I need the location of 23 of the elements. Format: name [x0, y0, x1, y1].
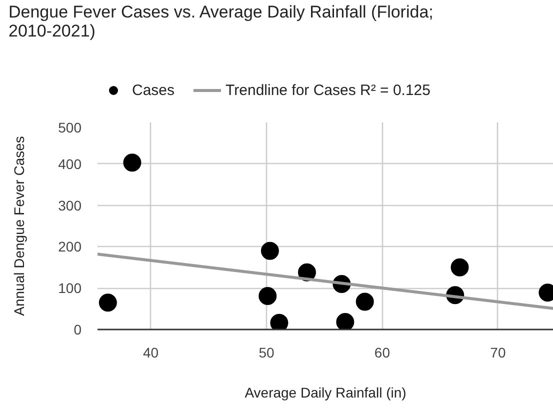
y-tick-label: 300 [58, 197, 82, 214]
y-axis-title: Annual Dengue Fever Cases [11, 136, 28, 316]
x-axis-title: Average Daily Rainfall (in) [244, 384, 406, 400]
point [356, 292, 374, 311]
y-tick-label: 100 [58, 280, 82, 296]
chart-title: Dengue Fever Cases vs. Average Daily Rainfall (Florida; 2010-2021) [8, 2, 434, 40]
x-tick-label: 50 [258, 344, 274, 360]
y-tick-label: 400 [58, 156, 82, 172]
point [123, 154, 142, 172]
x-tick-label: 70 [490, 344, 506, 360]
point [336, 313, 354, 330]
point [260, 242, 279, 260]
point [258, 286, 277, 305]
y-tick-label: 0 [74, 322, 82, 338]
y-tick-label: 500 [58, 120, 82, 136]
legend-label: Trendline for Cases R² = 0.125 [226, 82, 430, 98]
legend-label: Cases [132, 82, 175, 98]
x-tick-label: 40 [142, 344, 159, 360]
point [270, 314, 288, 330]
x-tick-label: 60 [374, 344, 390, 360]
point [98, 294, 117, 312]
y-tick-label: 200 [58, 238, 82, 255]
point [450, 258, 469, 276]
